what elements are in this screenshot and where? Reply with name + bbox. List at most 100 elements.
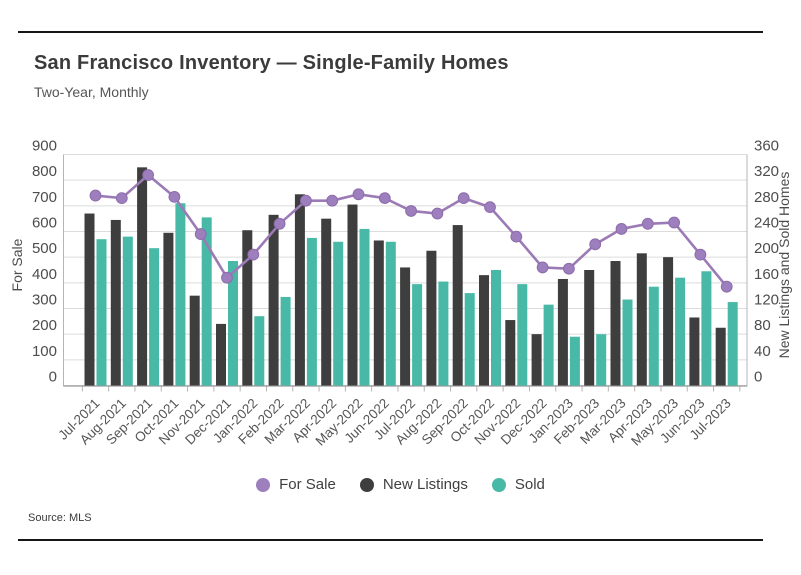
legend-label: For Sale xyxy=(279,476,336,493)
for-sale-marker xyxy=(300,194,312,207)
svg-text:200: 200 xyxy=(32,317,57,334)
for-sale-marker xyxy=(378,192,391,205)
bar-new-listings xyxy=(268,214,279,386)
page-title: San Francisco Inventory — Single-Family … xyxy=(34,52,509,74)
bar-sold xyxy=(385,241,396,386)
svg-text:0: 0 xyxy=(49,369,57,386)
bar-new-listings xyxy=(452,225,463,386)
svg-text:200: 200 xyxy=(754,240,779,257)
svg-text:280: 280 xyxy=(754,189,779,206)
for-sale-markers xyxy=(89,169,733,293)
bar-sold xyxy=(306,237,317,386)
bar-sold xyxy=(491,270,501,386)
svg-text:360: 360 xyxy=(754,138,779,155)
legend-label: Sold xyxy=(514,476,545,493)
for-sale-line xyxy=(94,173,729,288)
for-sale-marker xyxy=(615,223,628,235)
bar-sold xyxy=(517,284,528,386)
bar-new-listings xyxy=(426,250,437,386)
left-axis-tick-labels: 0 100 200 300 400 500 600 700 800 900 xyxy=(32,138,57,386)
for-sale-marker xyxy=(510,230,523,243)
bar-new-listings xyxy=(505,320,516,386)
svg-text:320: 320 xyxy=(754,163,779,180)
bar-sold xyxy=(96,239,107,386)
bar-sold xyxy=(254,316,265,386)
bar-sold xyxy=(359,228,370,386)
svg-text:80: 80 xyxy=(754,317,771,334)
bar-sold xyxy=(333,241,344,386)
bar-sold xyxy=(596,334,607,386)
for-sale-marker xyxy=(589,238,602,251)
svg-text:120: 120 xyxy=(754,292,779,309)
for-sale-marker xyxy=(247,248,260,261)
bar-new-listings xyxy=(242,230,253,386)
bar-sold xyxy=(727,302,738,386)
for-sale-marker xyxy=(168,190,181,203)
for-sale-swatch-icon xyxy=(256,477,271,492)
bars-sold xyxy=(96,203,738,386)
bar-new-listings xyxy=(321,218,332,386)
bar-sold xyxy=(280,296,291,386)
bar-new-listings xyxy=(663,257,674,386)
for-sale-marker xyxy=(484,201,496,214)
bar-new-listings xyxy=(715,327,726,386)
chart-legend: For Sale New Listings Sold xyxy=(0,476,801,493)
for-sale-marker xyxy=(273,217,286,230)
bar-sold xyxy=(149,248,160,386)
legend-item-new-listings: New Listings xyxy=(359,476,468,493)
svg-text:240: 240 xyxy=(754,215,779,232)
bar-new-listings xyxy=(584,270,595,386)
svg-text:40: 40 xyxy=(754,343,771,360)
bar-new-listings xyxy=(531,334,542,386)
for-sale-marker xyxy=(694,248,707,261)
for-sale-marker xyxy=(641,217,654,230)
svg-text:900: 900 xyxy=(32,138,57,155)
svg-text:400: 400 xyxy=(32,266,57,283)
bars-new-listings xyxy=(84,167,726,386)
for-sale-marker xyxy=(536,261,549,274)
for-sale-marker xyxy=(668,216,680,229)
bar-sold xyxy=(675,277,686,386)
bar-sold xyxy=(622,299,633,386)
axis-lines xyxy=(63,154,748,392)
bar-sold xyxy=(701,271,712,386)
bar-new-listings xyxy=(163,232,174,386)
bar-new-listings xyxy=(373,240,384,386)
bar-new-listings xyxy=(479,275,489,386)
sold-swatch-icon xyxy=(491,477,506,492)
bar-new-listings xyxy=(137,167,148,386)
bar-new-listings xyxy=(400,267,411,386)
bar-new-listings xyxy=(216,323,226,386)
for-sale-marker xyxy=(89,189,102,202)
bar-sold xyxy=(648,286,659,386)
for-sale-marker xyxy=(563,262,575,275)
for-sale-marker xyxy=(194,228,207,240)
for-sale-marker xyxy=(115,192,128,205)
left-axis-title: For Sale xyxy=(9,238,25,291)
svg-text:700: 700 xyxy=(32,189,57,206)
bar-sold xyxy=(464,293,475,386)
bar-new-listings xyxy=(610,261,621,386)
bar-new-listings xyxy=(189,295,200,386)
source-note: Source: MLS xyxy=(28,512,92,524)
for-sale-marker xyxy=(142,169,155,181)
svg-text:160: 160 xyxy=(754,266,779,283)
bottom-rule xyxy=(18,539,763,541)
for-sale-marker xyxy=(352,188,365,201)
legend-label: New Listings xyxy=(382,476,468,493)
new-listings-swatch-icon xyxy=(359,477,374,492)
bar-sold xyxy=(569,336,580,386)
bar-sold xyxy=(228,261,238,386)
for-sale-marker xyxy=(720,280,733,293)
bar-sold xyxy=(122,236,133,386)
legend-item-for-sale: For Sale xyxy=(256,476,336,493)
for-sale-marker xyxy=(405,205,418,217)
right-axis-tick-labels: 0 40 80 120 160 200 240 280 320 360 xyxy=(754,138,779,386)
for-sale-marker xyxy=(457,192,470,205)
bar-new-listings xyxy=(294,194,305,386)
page-subtitle: Two-Year, Monthly xyxy=(34,84,149,100)
for-sale-marker xyxy=(221,271,233,284)
bar-new-listings xyxy=(110,219,121,386)
